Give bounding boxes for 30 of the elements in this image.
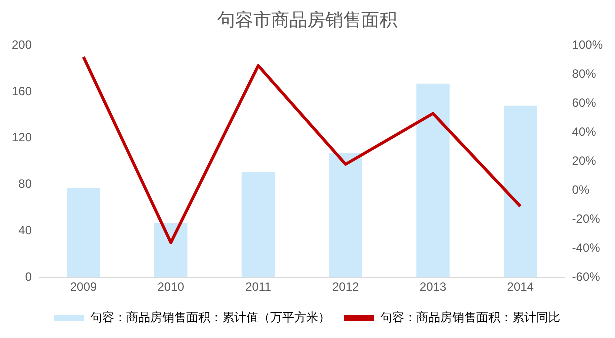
y2-tick-label: 80% [572, 66, 597, 81]
bar [416, 84, 450, 278]
y2-tick-label: -20% [572, 212, 601, 226]
y-tick-label: 120 [12, 130, 32, 145]
y-tick-label: 200 [12, 38, 32, 52]
x-tick-label: 2014 [507, 280, 534, 294]
y-tick-label: 40 [18, 224, 32, 238]
y2-tick-label: 0% [572, 182, 590, 197]
y2-tick-label: -40% [572, 240, 601, 255]
y2-tick-label: 100% [572, 38, 604, 52]
y-tick-label: 80 [18, 177, 32, 192]
y2-tick-label: 20% [572, 154, 597, 168]
x-tick-label: 2012 [332, 280, 360, 294]
x-tick-label: 2011 [246, 280, 272, 294]
y-tick-label: 160 [12, 84, 32, 98]
bar [154, 223, 188, 278]
x-tick-label: 2013 [420, 280, 447, 294]
y2-tick-label: 40% [572, 124, 597, 139]
y2-tick-label: -60% [572, 270, 601, 284]
bar [67, 188, 100, 278]
bar [242, 172, 276, 278]
chart-title: 句容市商品房销售面积 [218, 10, 398, 30]
y2-tick-label: 60% [572, 96, 597, 110]
legend-label: 句容：商品房销售面积：累计同比 [380, 310, 560, 324]
legend-label: 句容：商品房销售面积：累计值（万平方米） [90, 310, 330, 324]
bar [329, 153, 362, 278]
y-tick-label: 0 [25, 270, 32, 284]
bar [504, 106, 538, 278]
x-tick-label: 2010 [158, 280, 185, 294]
x-tick-label: 2009 [70, 280, 98, 294]
